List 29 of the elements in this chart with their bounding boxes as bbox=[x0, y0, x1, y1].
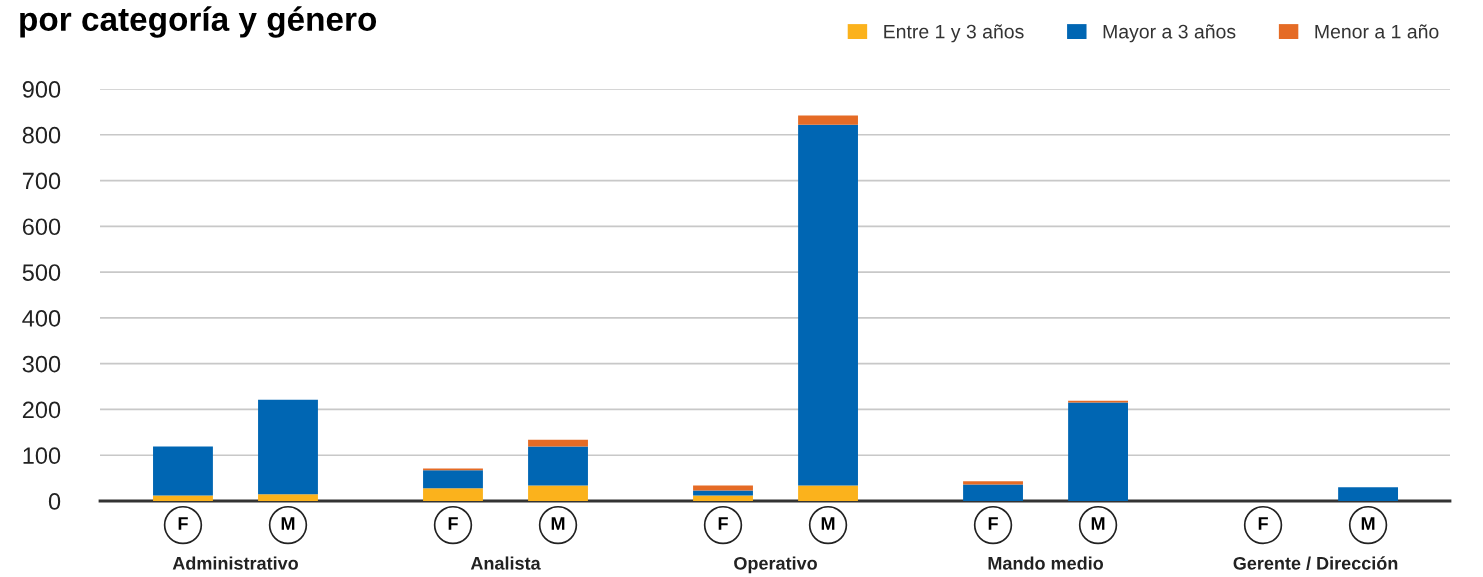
y-tick-label: 200 bbox=[22, 401, 61, 419]
legend-label: Menor a 1 año bbox=[1315, 24, 1439, 39]
y-tick-label: 100 bbox=[23, 447, 61, 465]
chart-title: por categoría y género bbox=[20, 6, 377, 38]
x-tick-label: M bbox=[1091, 517, 1105, 530]
x-tick-label: F bbox=[448, 517, 458, 530]
y-tick-label: 800 bbox=[22, 126, 61, 144]
x-tick-label: F bbox=[718, 517, 728, 530]
y-tick-label: 500 bbox=[22, 264, 61, 281]
y-tick-label: 900 bbox=[22, 81, 61, 98]
text: Mando medio bbox=[988, 556, 1104, 570]
x-tick-label: F bbox=[988, 517, 998, 530]
x-tick-label: M bbox=[821, 517, 835, 530]
y-tick-label: 600 bbox=[22, 218, 61, 236]
x-tick-label: M bbox=[1361, 517, 1375, 530]
text: Operativo bbox=[734, 556, 817, 574]
x-tick-label: M bbox=[281, 517, 295, 530]
x-tick-label: M bbox=[551, 517, 565, 530]
legend-label: Entre 1 y 3 años bbox=[884, 24, 1024, 43]
y-tick-label: 0 bbox=[48, 493, 61, 510]
x-tick-label: F bbox=[178, 517, 188, 530]
legend-label: Mayor a 3 años bbox=[1103, 24, 1236, 43]
y-tick-label: 700 bbox=[22, 172, 61, 190]
text: Administrativo bbox=[172, 556, 298, 570]
text: Gerente / Dirección bbox=[1233, 556, 1398, 570]
y-tick-label: 400 bbox=[22, 309, 61, 327]
text: Analista bbox=[470, 556, 541, 570]
x-tick-label: F bbox=[1258, 517, 1268, 530]
y-tick-label: 300 bbox=[22, 355, 61, 373]
